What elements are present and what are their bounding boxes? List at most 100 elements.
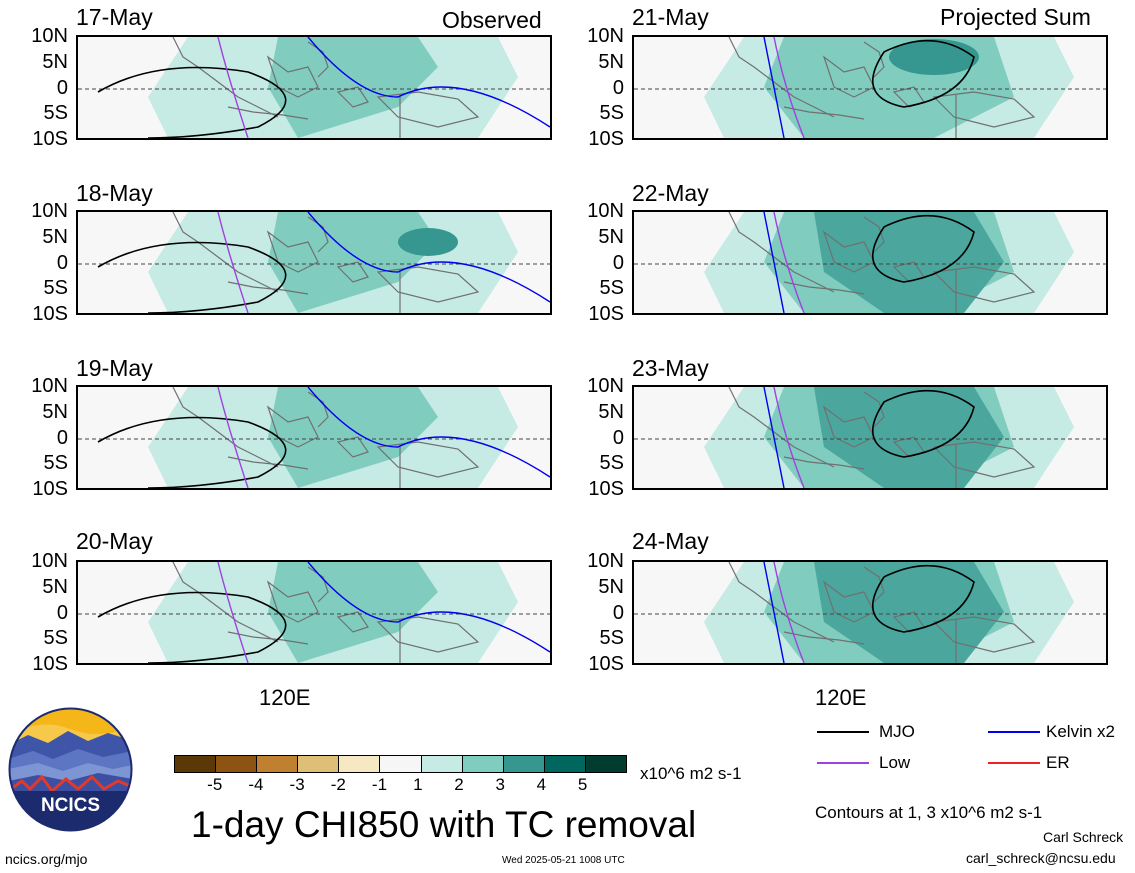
panel-date-label: 23-May bbox=[632, 355, 709, 381]
lat-label: 10N bbox=[31, 550, 68, 572]
lat-label: 5N bbox=[598, 576, 624, 598]
map-panel-observed-1 bbox=[76, 35, 552, 140]
map-panel-projected-2 bbox=[632, 210, 1108, 315]
shading-blob bbox=[268, 387, 438, 488]
lat-label: 5S bbox=[599, 452, 624, 474]
map-panel-observed-4 bbox=[76, 560, 552, 665]
coastline bbox=[932, 616, 1036, 653]
contours-note: Contours at 1, 3 x10^6 m2 s-1 bbox=[815, 803, 1043, 822]
lat-label: 10N bbox=[31, 200, 68, 222]
logo-text: NCICS bbox=[41, 795, 100, 816]
colorbar-swatch bbox=[257, 756, 299, 772]
coastlines bbox=[172, 37, 480, 138]
lat-label: 5N bbox=[598, 226, 624, 248]
shading-layer bbox=[704, 212, 1074, 313]
low-contour bbox=[217, 387, 249, 488]
coastline bbox=[227, 106, 309, 120]
colorbar-tick-label: -3 bbox=[289, 775, 305, 794]
panel-date-label: 24-May bbox=[632, 528, 709, 554]
colorbar-swatch bbox=[298, 756, 340, 772]
colorbar-tick-label: 1 bbox=[413, 775, 423, 794]
ncics-logo: NCICS bbox=[8, 707, 133, 832]
legend-kelvin-label: Kelvin x2 bbox=[1046, 722, 1115, 741]
legend-mjo-label: MJO bbox=[879, 722, 915, 741]
lat-label: 5S bbox=[43, 102, 68, 124]
colorbar-tick-label: 4 bbox=[536, 775, 547, 794]
kelvin-contour bbox=[307, 387, 550, 478]
lat-label: 0 bbox=[56, 602, 68, 624]
legend-lines-left bbox=[817, 731, 869, 764]
shading-blob bbox=[268, 37, 438, 138]
mjo-contour bbox=[872, 39, 975, 108]
colorbar-swatch bbox=[380, 756, 422, 772]
coastline bbox=[172, 562, 279, 643]
mjo-contour bbox=[97, 241, 287, 313]
lat-label: 0 bbox=[612, 252, 624, 274]
lat-label: 10S bbox=[588, 478, 624, 500]
mjo-contour bbox=[97, 416, 287, 488]
kelvin-contour bbox=[763, 387, 785, 488]
shading-layer bbox=[704, 562, 1074, 663]
mjo-contour bbox=[97, 66, 287, 138]
legend-er-label: ER bbox=[1046, 753, 1070, 772]
lat-label: 10N bbox=[31, 25, 68, 47]
lat-label: 0 bbox=[612, 602, 624, 624]
coastline bbox=[783, 106, 865, 120]
colorbar-swatch bbox=[175, 756, 217, 772]
lat-label: 0 bbox=[612, 77, 624, 99]
lat-label: 10S bbox=[32, 653, 68, 675]
coastline bbox=[863, 566, 885, 603]
map-panel-observed-2 bbox=[76, 210, 552, 315]
coastline bbox=[376, 266, 480, 303]
shading-layer bbox=[148, 387, 518, 488]
lon-label-left: 120E bbox=[259, 685, 311, 710]
lat-label: 5S bbox=[43, 627, 68, 649]
low-contour bbox=[217, 37, 249, 138]
colorbar-tick-label: -2 bbox=[330, 775, 346, 794]
panel-date-label: 18-May bbox=[76, 180, 153, 206]
lat-label: 10S bbox=[588, 653, 624, 675]
coastline bbox=[227, 631, 309, 645]
shading-layer bbox=[704, 387, 1074, 488]
colorbar-swatch bbox=[339, 756, 381, 772]
coastline bbox=[376, 91, 480, 128]
colorbar-swatch bbox=[421, 756, 463, 772]
coastline bbox=[728, 387, 835, 468]
timestamp: Wed 2025-05-21 1008 UTC bbox=[502, 855, 625, 866]
coastline bbox=[728, 562, 835, 643]
legend-low-label: Low bbox=[879, 753, 911, 772]
lat-label: 5S bbox=[43, 452, 68, 474]
low-contour bbox=[773, 212, 805, 313]
lat-label: 0 bbox=[612, 427, 624, 449]
coastlines bbox=[172, 212, 480, 313]
lat-label: 10N bbox=[587, 375, 624, 397]
colorbar-units: x10^6 m2 s-1 bbox=[640, 764, 742, 783]
lat-label: 10S bbox=[32, 128, 68, 150]
low-contour bbox=[773, 37, 805, 138]
coastline bbox=[728, 37, 835, 118]
lat-label: 10N bbox=[587, 550, 624, 572]
author-email[interactable]: carl_schreck@ncsu.edu bbox=[966, 850, 1116, 866]
lat-label: 10S bbox=[32, 303, 68, 325]
coastline bbox=[376, 616, 480, 653]
low-contour bbox=[773, 562, 805, 663]
panel-date-label: 22-May bbox=[632, 180, 709, 206]
colorbar-tick-label: 2 bbox=[454, 775, 464, 794]
colorbar-swatch bbox=[216, 756, 258, 772]
lat-label: 0 bbox=[56, 252, 68, 274]
website-link[interactable]: ncics.org/mjo bbox=[5, 851, 88, 867]
map-panel-observed-3 bbox=[76, 385, 552, 490]
coastline bbox=[172, 212, 279, 293]
panel-date-label: 17-May bbox=[76, 4, 153, 30]
shading-layer bbox=[148, 37, 518, 138]
lat-label: 5N bbox=[42, 226, 68, 248]
coastline bbox=[307, 41, 329, 78]
colorbar-swatch bbox=[462, 756, 504, 772]
lat-label: 10S bbox=[588, 128, 624, 150]
shading-blob bbox=[268, 212, 438, 313]
coastline bbox=[863, 41, 885, 78]
coastline bbox=[932, 266, 1036, 303]
colorbar-tick-label: 5 bbox=[577, 775, 588, 794]
colorbar-tick-label: -5 bbox=[207, 775, 223, 794]
coastline bbox=[932, 91, 1036, 128]
